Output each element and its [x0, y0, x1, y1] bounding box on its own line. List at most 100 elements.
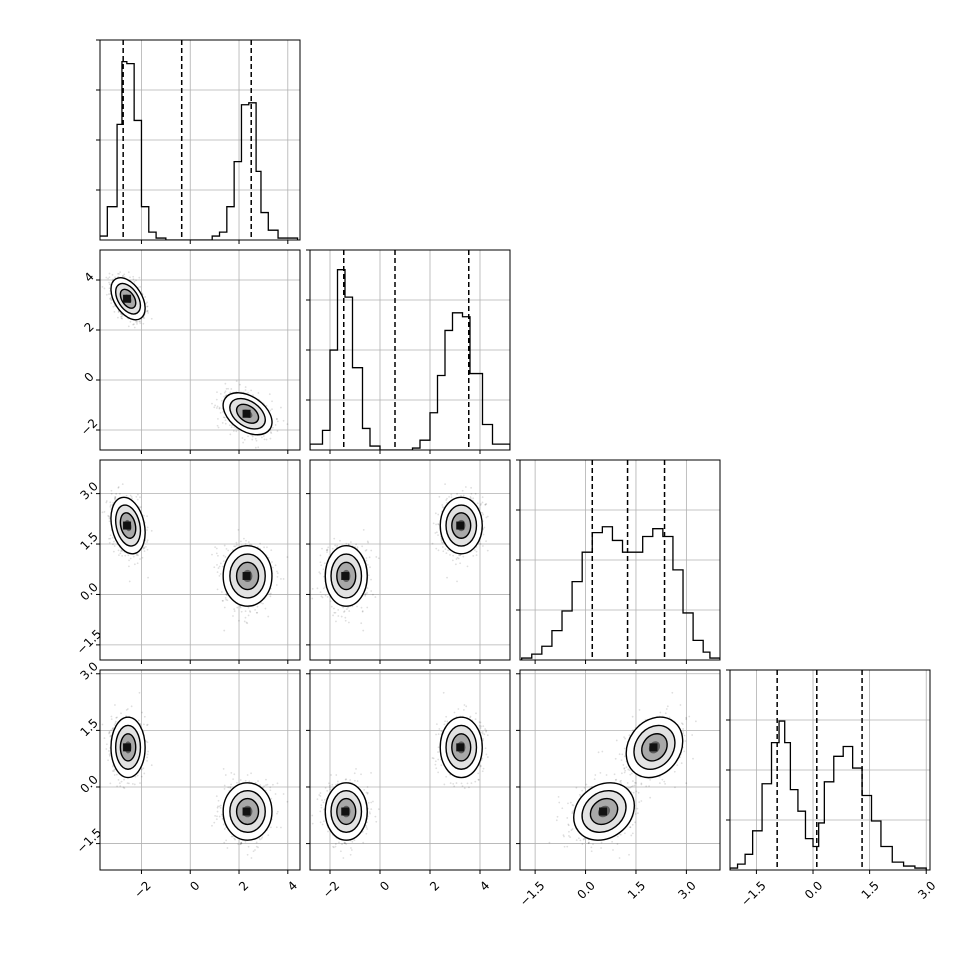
sample-point [360, 622, 363, 625]
sample-point [367, 541, 370, 544]
sample-point [225, 598, 228, 601]
sample-point [222, 554, 225, 557]
sample-point [269, 595, 272, 598]
sample-point [437, 549, 440, 552]
density-peak [123, 521, 132, 530]
sample-point [211, 402, 213, 405]
sample-point [107, 277, 109, 280]
sample-point [362, 629, 365, 632]
sample-point [114, 276, 116, 279]
sample-point [101, 285, 104, 288]
sample-point [111, 770, 114, 772]
sample-point [221, 565, 224, 568]
sample-point [216, 815, 218, 818]
sample-point [236, 606, 239, 609]
sample-point [247, 391, 249, 394]
sample-point [336, 544, 339, 547]
sample-point [345, 542, 348, 545]
density-peak [242, 571, 251, 580]
sample-point [268, 593, 271, 595]
sample-point [113, 774, 116, 776]
sample-point [355, 543, 358, 546]
scatter-panel-1-0 [96, 249, 301, 454]
sample-point [454, 563, 457, 566]
sample-point [226, 594, 228, 597]
sample-point [127, 554, 130, 557]
sample-point [227, 387, 230, 390]
sample-point [146, 539, 149, 542]
sample-point [108, 541, 111, 544]
sample-point [344, 619, 347, 622]
sample-point [119, 271, 122, 274]
sample-point [239, 383, 241, 386]
sample-point [227, 786, 230, 789]
sample-point [251, 438, 254, 441]
sample-point [146, 753, 149, 756]
sample-point [459, 562, 462, 565]
sample-point [109, 734, 112, 737]
sample-point [117, 549, 120, 552]
sample-point [262, 602, 264, 605]
panel-frame [309, 249, 511, 451]
sample-point [118, 492, 121, 495]
sample-point [469, 497, 472, 499]
sample-point [143, 723, 145, 726]
sample-point [347, 621, 350, 624]
sample-point [236, 544, 238, 546]
sample-point [343, 611, 345, 613]
sample-point [112, 550, 115, 553]
sample-point [365, 559, 368, 562]
sample-point [103, 737, 106, 740]
sample-point [311, 587, 314, 590]
sample-point [231, 548, 234, 551]
sample-point [345, 608, 348, 611]
sample-point [233, 545, 236, 548]
sample-point [105, 500, 108, 502]
sample-point [139, 285, 142, 288]
sample-point [113, 768, 116, 771]
sample-point [444, 548, 447, 551]
sample-point [323, 575, 325, 578]
sample-point [109, 782, 112, 785]
sample-point [364, 594, 367, 597]
sample-point [349, 541, 352, 543]
sample-point [280, 406, 282, 409]
histogram-step [521, 526, 720, 660]
sample-point [219, 573, 222, 575]
sample-point [466, 565, 469, 568]
sample-point [139, 322, 142, 325]
sample-point [221, 599, 224, 602]
sample-point [223, 828, 226, 830]
sample-point [366, 587, 369, 590]
sample-point [146, 305, 148, 308]
hist-panel-2 [516, 459, 721, 664]
sample-point [225, 387, 228, 390]
sample-point [109, 735, 112, 738]
sample-point [225, 593, 228, 596]
sample-point [114, 498, 116, 501]
sample-point [136, 774, 139, 777]
sample-point [326, 551, 328, 554]
sample-point [324, 586, 327, 589]
sample-point [214, 546, 217, 549]
sample-point [235, 541, 238, 544]
sample-point [220, 591, 223, 593]
sample-point [101, 723, 104, 726]
sample-point [123, 778, 125, 781]
sample-point [219, 804, 222, 807]
sample-point [108, 287, 111, 290]
sample-point [123, 787, 126, 790]
density-peak [123, 294, 132, 303]
sample-point [116, 785, 118, 788]
sample-point [139, 320, 142, 323]
sample-point [146, 310, 149, 313]
sample-point [244, 610, 247, 613]
sample-point [146, 541, 149, 543]
sample-point [261, 836, 264, 839]
sample-point [270, 797, 273, 800]
sample-point [133, 323, 135, 326]
sample-point [252, 394, 254, 397]
sample-point [370, 578, 372, 581]
sample-point [322, 568, 325, 571]
sample-point [265, 404, 268, 407]
